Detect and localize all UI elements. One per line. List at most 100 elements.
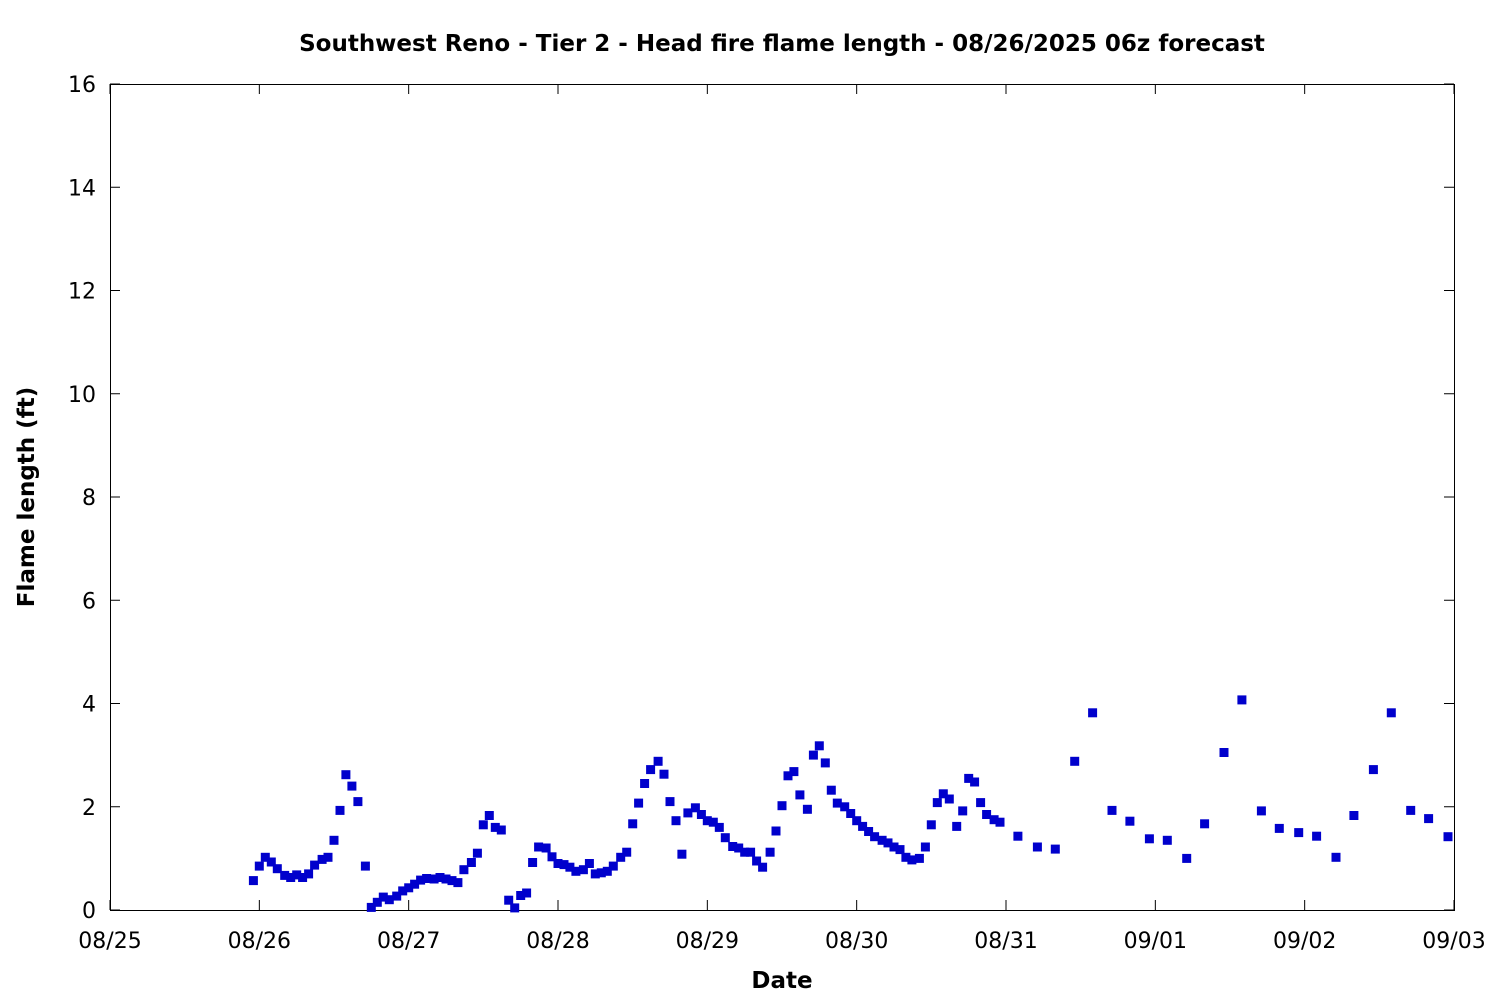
data-point bbox=[360, 861, 370, 871]
data-point bbox=[795, 790, 805, 800]
data-point bbox=[889, 842, 899, 852]
data-point bbox=[938, 789, 948, 799]
y-tick-label: 14 bbox=[68, 176, 96, 201]
data-point bbox=[466, 858, 476, 867]
data-point bbox=[1144, 834, 1154, 844]
data-point bbox=[1107, 805, 1117, 815]
data-point bbox=[1331, 852, 1341, 862]
data-point bbox=[447, 876, 457, 886]
y-tick-label: 10 bbox=[68, 383, 96, 408]
data-point bbox=[441, 874, 451, 884]
data-point bbox=[392, 891, 402, 901]
data-point bbox=[280, 870, 290, 880]
data-point bbox=[541, 843, 551, 853]
data-point bbox=[758, 862, 768, 872]
data-point bbox=[628, 819, 638, 829]
data-point bbox=[1162, 835, 1172, 845]
data-point bbox=[286, 873, 296, 882]
data-point bbox=[826, 785, 836, 795]
data-point bbox=[683, 808, 693, 818]
data-point bbox=[777, 801, 787, 811]
x-tick-label: 09/03 bbox=[1422, 929, 1485, 954]
data-point bbox=[1256, 806, 1266, 816]
data-point bbox=[734, 843, 744, 853]
data-point bbox=[914, 853, 924, 863]
x-tick-label: 09/01 bbox=[1124, 929, 1187, 954]
data-point bbox=[347, 781, 357, 791]
data-point bbox=[832, 798, 842, 808]
y-axis-label: Flame length (ft) bbox=[14, 387, 40, 607]
data-point bbox=[272, 864, 282, 874]
data-point bbox=[422, 874, 432, 883]
data-point bbox=[578, 865, 588, 875]
data-point bbox=[1406, 805, 1416, 815]
data-point bbox=[640, 779, 650, 788]
x-axis: 08/25 08/26 08/27 08/28 08/29 08/30 08/31 09/01… bbox=[78, 84, 1486, 954]
data-point bbox=[814, 741, 824, 751]
data-point bbox=[516, 891, 526, 900]
data-point bbox=[714, 822, 724, 832]
data-point bbox=[310, 860, 320, 870]
data-point bbox=[877, 835, 887, 845]
data-point bbox=[964, 773, 974, 783]
data-point bbox=[453, 878, 463, 888]
data-point bbox=[622, 847, 632, 857]
data-point bbox=[353, 797, 363, 807]
data-point bbox=[602, 866, 612, 876]
data-point bbox=[398, 886, 408, 896]
data-point bbox=[366, 902, 376, 912]
data-point bbox=[690, 803, 700, 813]
data-point bbox=[304, 869, 314, 879]
data-point bbox=[459, 865, 469, 875]
data-point bbox=[1368, 765, 1378, 775]
data-point bbox=[378, 892, 388, 902]
data-point bbox=[858, 821, 868, 831]
data-point bbox=[740, 847, 750, 857]
data-point bbox=[995, 817, 1005, 827]
data-point bbox=[802, 804, 812, 814]
data-point bbox=[596, 868, 606, 878]
data-point bbox=[665, 797, 675, 807]
data-point bbox=[982, 810, 992, 819]
data-point bbox=[952, 821, 962, 831]
data-point bbox=[490, 822, 500, 832]
data-point bbox=[435, 873, 445, 882]
data-point bbox=[1070, 756, 1080, 766]
data-series bbox=[248, 695, 1453, 913]
data-point bbox=[571, 866, 581, 876]
data-point bbox=[677, 849, 687, 859]
data-point bbox=[323, 852, 333, 862]
data-point bbox=[266, 857, 276, 867]
y-tick-label: 8 bbox=[82, 486, 96, 511]
data-point bbox=[1312, 831, 1322, 841]
data-point bbox=[510, 903, 520, 913]
x-tick-label: 08/31 bbox=[974, 929, 1037, 954]
data-point bbox=[970, 777, 980, 787]
data-point bbox=[932, 798, 942, 808]
x-tick-label: 08/28 bbox=[526, 929, 589, 954]
y-tick-label: 6 bbox=[82, 589, 96, 614]
data-point bbox=[789, 767, 799, 777]
data-point bbox=[958, 806, 968, 816]
data-point bbox=[901, 852, 911, 862]
data-point bbox=[478, 820, 488, 830]
data-point bbox=[702, 816, 712, 826]
data-point bbox=[584, 859, 594, 868]
data-point bbox=[852, 816, 862, 826]
data-point bbox=[341, 770, 351, 780]
data-point bbox=[808, 750, 818, 760]
data-point bbox=[522, 888, 532, 898]
data-point bbox=[989, 815, 999, 825]
data-point bbox=[404, 883, 414, 893]
data-point bbox=[590, 869, 600, 879]
data-point bbox=[329, 835, 339, 845]
x-axis-label: Date bbox=[751, 968, 812, 994]
x-tick-label: 08/29 bbox=[676, 929, 739, 954]
data-point bbox=[728, 842, 738, 851]
data-point bbox=[895, 845, 905, 855]
data-point bbox=[634, 798, 644, 808]
data-point bbox=[870, 832, 880, 842]
chart-title: Southwest Reno - Tier 2 - Head fire flam… bbox=[299, 31, 1265, 57]
data-point bbox=[1013, 831, 1023, 841]
